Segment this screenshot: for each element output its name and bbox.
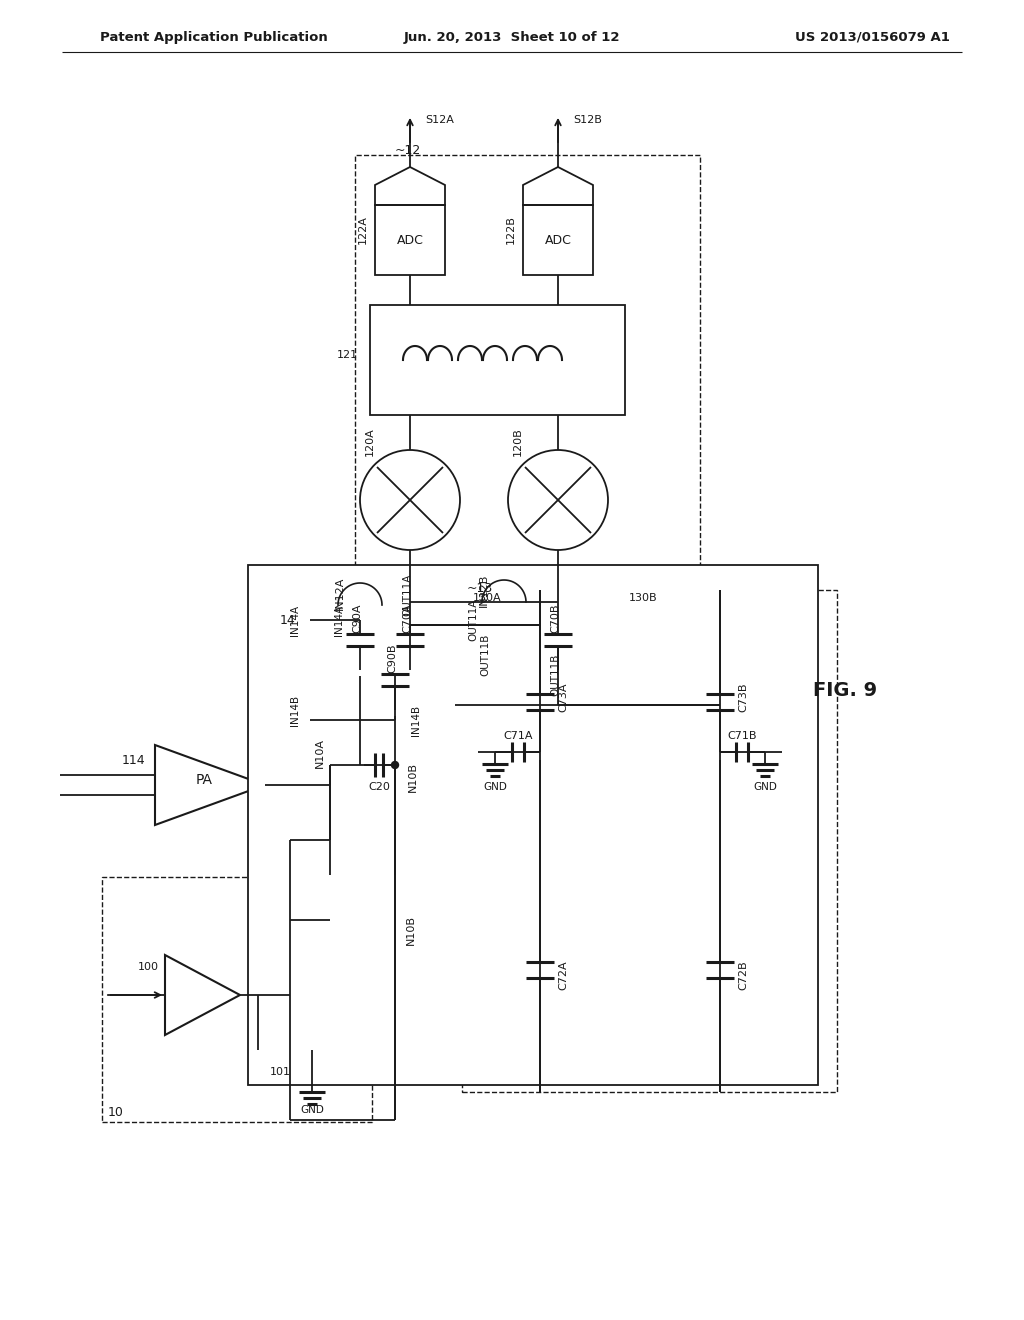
Text: 121: 121 xyxy=(337,350,358,360)
Text: C90A: C90A xyxy=(352,603,362,632)
Bar xyxy=(375,205,445,275)
Circle shape xyxy=(360,450,460,550)
Text: OUT11B: OUT11B xyxy=(480,634,490,676)
Circle shape xyxy=(537,748,544,755)
Text: IN12A: IN12A xyxy=(335,577,345,610)
Circle shape xyxy=(717,748,724,755)
Text: C70B: C70B xyxy=(550,603,560,632)
Text: N10B: N10B xyxy=(408,762,418,792)
Bar xyxy=(624,601,812,1071)
Text: GND: GND xyxy=(483,781,507,792)
Bar xyxy=(102,876,372,1122)
Text: C73A: C73A xyxy=(558,682,568,711)
Text: 120B: 120B xyxy=(513,428,523,457)
Text: C20: C20 xyxy=(368,781,390,792)
Text: OUT11A: OUT11A xyxy=(402,574,412,616)
Text: C73B: C73B xyxy=(738,682,748,711)
Text: US 2013/0156079 A1: US 2013/0156079 A1 xyxy=(795,30,950,44)
Bar xyxy=(523,205,593,275)
Text: 101: 101 xyxy=(269,1067,291,1077)
Text: C72A: C72A xyxy=(558,960,568,990)
Circle shape xyxy=(391,762,398,768)
Text: C71B: C71B xyxy=(727,731,757,741)
Bar xyxy=(462,590,837,1092)
Text: 122A: 122A xyxy=(358,215,368,244)
Circle shape xyxy=(537,622,544,628)
Text: 122B: 122B xyxy=(506,215,516,244)
Circle shape xyxy=(555,598,561,606)
Text: OUT11B: OUT11B xyxy=(550,653,560,696)
Bar xyxy=(370,305,625,414)
Text: IN14A: IN14A xyxy=(290,605,300,635)
Text: IN14A: IN14A xyxy=(334,605,344,635)
Circle shape xyxy=(508,450,608,550)
Text: GND: GND xyxy=(300,1105,324,1115)
Text: PA: PA xyxy=(196,774,213,787)
Text: 130A: 130A xyxy=(473,593,502,603)
Text: IN14B: IN14B xyxy=(411,705,421,735)
Text: C72B: C72B xyxy=(738,960,748,990)
Text: ~13: ~13 xyxy=(467,582,494,594)
Text: 114: 114 xyxy=(122,754,145,767)
Text: OUT11A: OUT11A xyxy=(468,599,478,642)
Text: IN12B: IN12B xyxy=(479,573,489,607)
Bar xyxy=(355,154,700,730)
Circle shape xyxy=(407,622,414,628)
Text: ADC: ADC xyxy=(396,234,424,247)
Circle shape xyxy=(327,762,334,768)
Text: Jun. 20, 2013  Sheet 10 of 12: Jun. 20, 2013 Sheet 10 of 12 xyxy=(403,30,621,44)
Text: S12A: S12A xyxy=(425,115,454,125)
Circle shape xyxy=(391,837,398,843)
Text: ADC: ADC xyxy=(545,234,571,247)
Circle shape xyxy=(717,701,724,709)
Text: 14: 14 xyxy=(280,614,295,627)
Bar xyxy=(468,601,616,1071)
Circle shape xyxy=(407,598,414,606)
Circle shape xyxy=(356,762,364,768)
Text: N10B: N10B xyxy=(406,915,416,945)
Text: IN14B: IN14B xyxy=(290,694,300,726)
Text: Patent Application Publication: Patent Application Publication xyxy=(100,30,328,44)
Text: 130B: 130B xyxy=(629,593,657,603)
Text: GND: GND xyxy=(753,781,777,792)
Text: C70A: C70A xyxy=(402,603,412,632)
Text: FIG. 9: FIG. 9 xyxy=(813,681,878,700)
Text: C71A: C71A xyxy=(503,731,532,741)
Text: 120A: 120A xyxy=(365,428,375,457)
Text: 100: 100 xyxy=(137,962,159,972)
Circle shape xyxy=(391,837,398,843)
Text: ~12: ~12 xyxy=(395,144,421,157)
Text: C90B: C90B xyxy=(387,643,397,673)
Text: S12B: S12B xyxy=(573,115,602,125)
Circle shape xyxy=(391,762,398,768)
Text: 10: 10 xyxy=(108,1106,124,1118)
Text: N10A: N10A xyxy=(315,738,325,768)
Bar xyxy=(248,565,818,1085)
